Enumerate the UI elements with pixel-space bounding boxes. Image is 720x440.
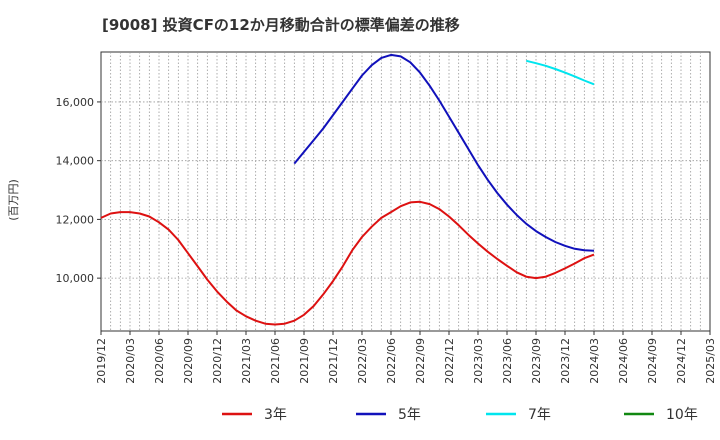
x-tick-label: 2022/09: [414, 338, 427, 384]
legend-label: 3年: [264, 407, 287, 423]
y-axis-label: (百万円): [7, 179, 20, 221]
x-tick-label: 2021/09: [298, 338, 311, 384]
x-tick-label: 2020/09: [182, 338, 195, 384]
legend-label: 5年: [398, 407, 421, 423]
legend-label: 10年: [666, 407, 698, 423]
y-tick-label: 16,000: [56, 96, 95, 109]
x-tick-label: 2022/06: [385, 338, 398, 384]
x-tick-label: 2024/12: [675, 338, 688, 384]
x-tick-label: 2020/06: [153, 338, 166, 384]
x-tick-label: 2021/03: [240, 338, 253, 384]
legend-label: 7年: [528, 407, 551, 423]
y-tick-label: 14,000: [56, 155, 95, 168]
y-tick-label: 10,000: [56, 272, 95, 285]
series-lines: [100, 53, 595, 326]
series-line-7年: [526, 59, 595, 86]
series-line-3年: [100, 200, 595, 326]
y-tick-label: 12,000: [56, 213, 95, 226]
y-axis-ticks: 10,000 12,000 14,000 16,000: [56, 96, 101, 285]
x-tick-label: 2024/06: [617, 338, 630, 384]
x-axis-ticks: 2019/12 2020/03 2020/06 2020/09 2020/12 2021/…: [95, 331, 717, 384]
x-tick-label: 2021/06: [269, 338, 282, 384]
x-tick-label: 2023/03: [472, 338, 485, 384]
x-tick-label: 2023/09: [530, 338, 543, 384]
chart-title: [9008] 投資CFの12か月移動合計の標準偏差の推移: [102, 16, 460, 34]
plot-area: [100, 51, 711, 332]
x-tick-label: 2023/12: [559, 338, 572, 384]
x-tick-label: 2023/06: [501, 338, 514, 384]
x-tick-label: 2022/03: [356, 338, 369, 384]
x-tick-label: 2024/09: [646, 338, 659, 384]
x-tick-label: 2020/03: [124, 338, 137, 384]
x-tick-label: 2022/12: [443, 338, 456, 384]
x-tick-label: 2019/12: [95, 338, 108, 384]
x-tick-label: 2025/03: [704, 338, 717, 384]
series-line-5年: [293, 53, 595, 252]
grid: [101, 52, 710, 331]
legend: 3年 5年 7年 10年: [222, 407, 698, 423]
x-tick-label: 2021/12: [327, 338, 340, 384]
x-tick-label: 2020/12: [211, 338, 224, 384]
x-tick-label: 2024/03: [588, 338, 601, 384]
